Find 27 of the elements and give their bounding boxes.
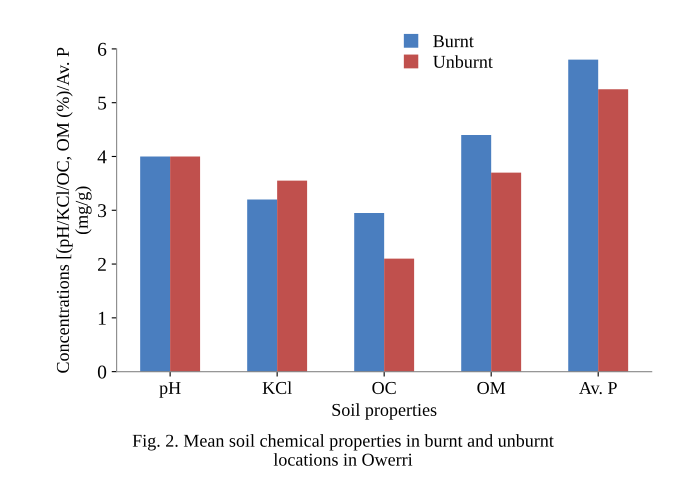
y-tick-label: 1: [98, 312, 106, 325]
legend-label: Burnt: [433, 35, 474, 48]
y-axis-title: Concentrations [(pH/KCl/OC, OM (%)/Av. P (mg/g): [56, 48, 92, 373]
x-tick-label: pH: [159, 382, 181, 398]
legend-label: Unburnt: [433, 55, 493, 68]
bar: [140, 156, 170, 372]
bar: [461, 134, 492, 372]
y-tick-label: 0: [98, 365, 106, 379]
x-tick-label: OM: [477, 382, 506, 394]
bar: [170, 156, 200, 372]
x-tick-label: OC: [372, 382, 396, 394]
x-axis-title: Soil properties: [332, 403, 436, 420]
bar: [491, 172, 522, 372]
x-tick-label: Av. P: [579, 382, 617, 394]
x-tick-label: KCl: [262, 381, 292, 394]
bar: [354, 212, 384, 372]
bar: [247, 200, 278, 372]
bar: [598, 89, 628, 372]
bar: [568, 60, 598, 372]
bar: [277, 180, 308, 372]
y-tick-label: 6: [98, 42, 106, 56]
y-tick-label: 3: [98, 204, 106, 218]
bar: [384, 258, 414, 372]
y-tick-label: 5: [98, 96, 106, 110]
caption: Fig. 2. Mean soil chemical properties in burnt and unburnt locations in Owerri: [132, 434, 554, 466]
y-tick-label: 4: [98, 150, 107, 164]
y-tick-label: 2: [98, 258, 106, 271]
